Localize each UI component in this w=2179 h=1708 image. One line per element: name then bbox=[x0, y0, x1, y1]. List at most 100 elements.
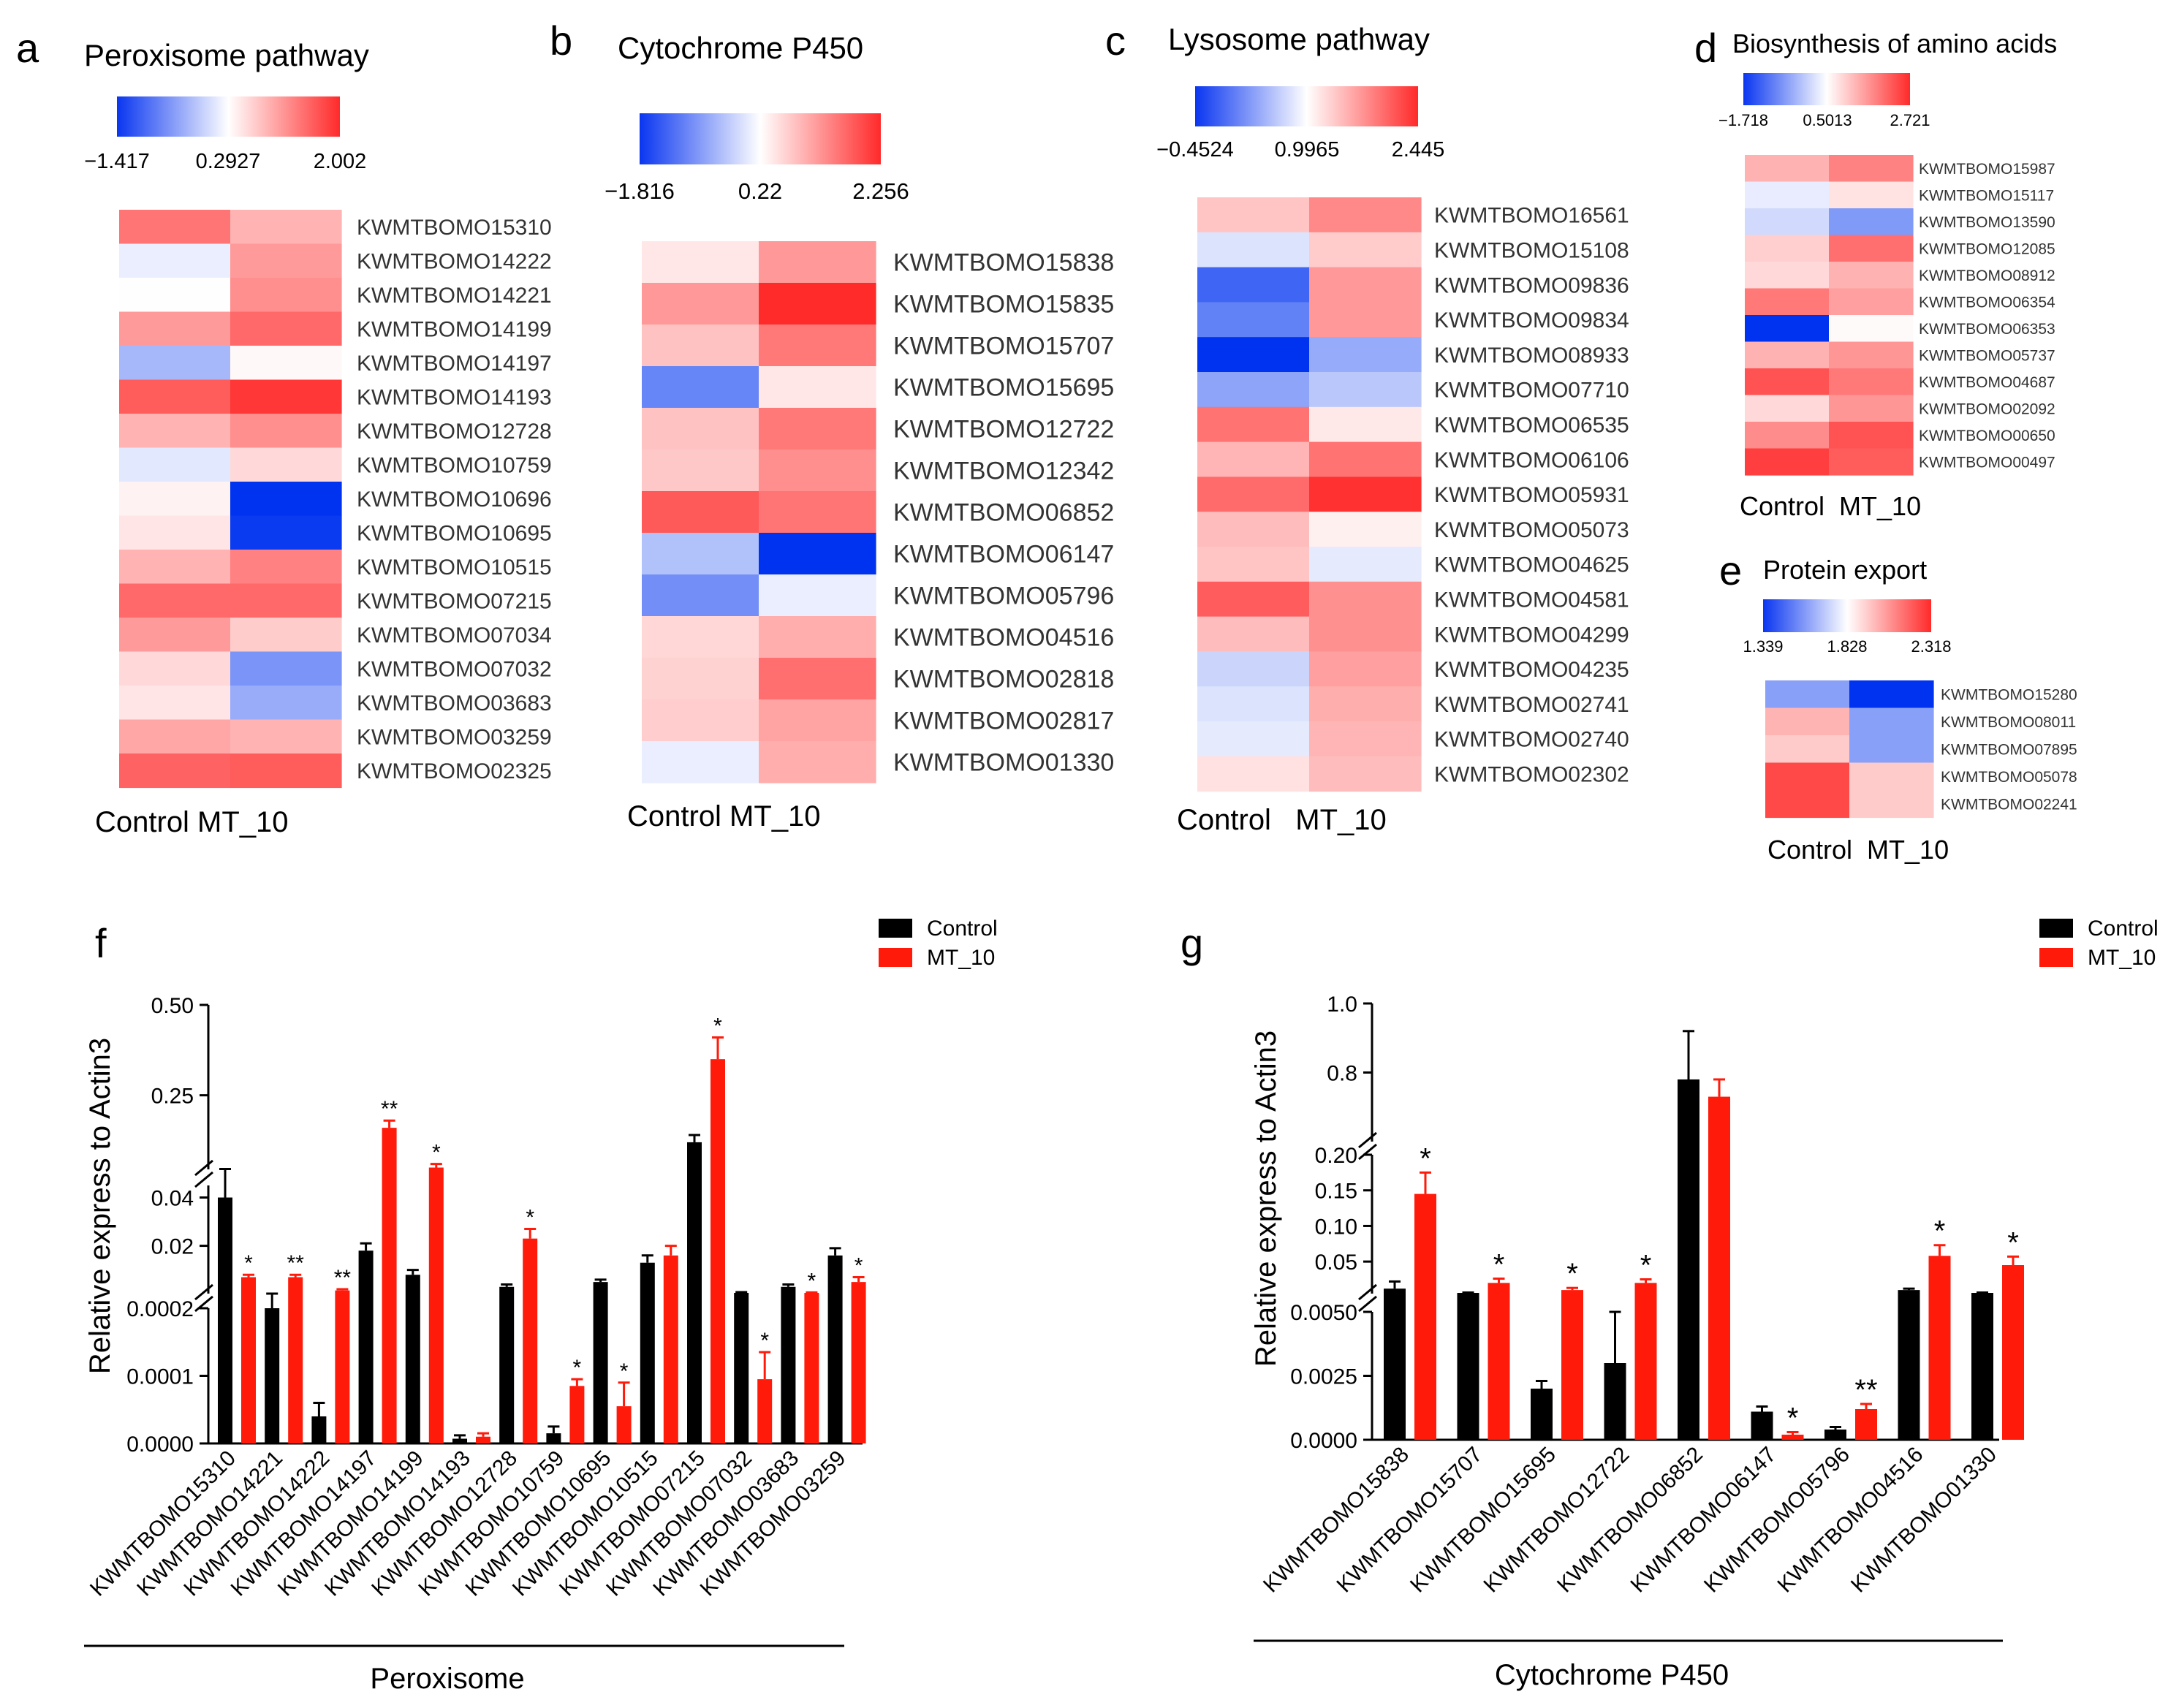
heatmap-b-cell bbox=[642, 699, 759, 742]
heatmap-b-cell bbox=[642, 491, 759, 534]
heatmap-d-row-label: KWMTBOMO00650 bbox=[1919, 428, 2055, 444]
bars-f-bar-mt_10 bbox=[851, 1282, 866, 1443]
bars-g-category-label: KWMTBOMO06852 bbox=[1553, 1443, 1708, 1598]
bars-g-category-label: KWMTBOMO12722 bbox=[1479, 1443, 1634, 1598]
bars-g-bar-control bbox=[1971, 1293, 1993, 1440]
heatmap-a-row-label: KWMTBOMO07215 bbox=[357, 590, 552, 614]
heatmap-d-cell bbox=[1829, 262, 1914, 289]
heatmap-c-row-label: KWMTBOMO04235 bbox=[1434, 658, 1629, 682]
panel-label-a: a bbox=[16, 25, 39, 71]
heatmap-e-scale-max: 2.318 bbox=[1911, 637, 1951, 656]
heatmap-c-cell bbox=[1197, 302, 1310, 338]
heatmap-d-row-label: KWMTBOMO06353 bbox=[1919, 321, 2055, 338]
heatmap-d-cell bbox=[1745, 262, 1830, 289]
legend-g-control-label: Control bbox=[2088, 916, 2159, 941]
heatmap-d-row-label: KWMTBOMO13590 bbox=[1919, 214, 2055, 231]
panel-label-f: f bbox=[95, 920, 107, 966]
legend-f-mt10-swatch bbox=[879, 948, 912, 967]
bars-f-significance: * bbox=[244, 1251, 253, 1275]
bars-g-category-label: KWMTBOMO06147 bbox=[1626, 1443, 1781, 1598]
heatmap-c-cell bbox=[1309, 337, 1422, 373]
heatmap-c-cell bbox=[1197, 406, 1310, 443]
heatmap-c-cell bbox=[1309, 651, 1422, 687]
bars-g-bar-mt_10 bbox=[1855, 1409, 1877, 1440]
bars-g-ytick-label: 0.20 bbox=[1315, 1144, 1357, 1168]
heatmap-b-column-caption: Control MT_10 bbox=[627, 800, 821, 832]
heatmap-e-row-label: KWMTBOMO08011 bbox=[1941, 714, 2076, 731]
bars-f-bar-mt_10 bbox=[241, 1277, 256, 1443]
heatmap-a-cell bbox=[119, 719, 231, 754]
heatmap-a-row-label: KWMTBOMO14222 bbox=[357, 250, 552, 274]
heatmap-a-scale-mid: 0.2927 bbox=[196, 150, 261, 173]
bars-g-significance: ** bbox=[1854, 1374, 1877, 1406]
bar-g-ylabel: Relative express to Actin3 bbox=[1250, 1031, 1282, 1367]
heatmap-a-cell bbox=[119, 618, 231, 653]
bars-f-significance: * bbox=[854, 1254, 863, 1278]
heatmap-d-cell bbox=[1829, 422, 1914, 449]
heatmap-e-scale-min: 1.339 bbox=[1743, 637, 1783, 656]
heatmap-e-cell bbox=[1765, 790, 1850, 819]
heatmap-c-cell bbox=[1197, 512, 1310, 547]
heatmap-c-cell bbox=[1309, 547, 1422, 582]
heatmap-d-cell bbox=[1829, 315, 1914, 343]
bars-g-category-label: KWMTBOMO01330 bbox=[1846, 1443, 2001, 1598]
bars-f-bar-mt_10 bbox=[616, 1406, 632, 1443]
heatmap-a-scale-min: −1.417 bbox=[84, 150, 150, 173]
heatmap-c-cell bbox=[1309, 512, 1422, 547]
bars-g-axis-break bbox=[1358, 1131, 1377, 1161]
panel-label-d: d bbox=[1694, 25, 1717, 71]
heatmap-c-cell bbox=[1197, 337, 1310, 373]
bars-f-significance: ** bbox=[334, 1266, 352, 1290]
heatmap-c-row-label: KWMTBOMO04581 bbox=[1434, 588, 1629, 612]
heatmap-a-cell bbox=[119, 754, 231, 789]
heatmap-b-row-label: KWMTBOMO15707 bbox=[893, 333, 1114, 360]
heatmap-a-cell bbox=[230, 583, 342, 618]
heatmap-a-cell bbox=[230, 651, 342, 686]
heatmap-b-cell bbox=[642, 741, 759, 783]
heatmap-d-cell bbox=[1745, 448, 1830, 476]
heatmap-c-row-label: KWMTBOMO06535 bbox=[1434, 414, 1629, 438]
bars-f-bar-mt_10 bbox=[523, 1238, 538, 1443]
heatmap-b-title: Cytochrome P450 bbox=[618, 31, 863, 65]
heatmap-a-cell bbox=[119, 515, 231, 550]
heatmap-a-colorbar bbox=[117, 96, 340, 137]
heatmap-b-cell bbox=[642, 283, 759, 325]
bars-f-bar-control bbox=[640, 1262, 655, 1443]
heatmap-d-row-label: KWMTBOMO08912 bbox=[1919, 267, 2055, 284]
bars-f-ytick-label: 0.0000 bbox=[126, 1432, 194, 1457]
heatmap-e-scale-mid: 1.828 bbox=[1827, 637, 1867, 656]
heatmap-d-column-caption: Control MT_10 bbox=[1740, 491, 1921, 521]
heatmap-c-row-label: KWMTBOMO06106 bbox=[1434, 448, 1629, 472]
bars-f-bar-control bbox=[358, 1250, 374, 1443]
heatmap-a-row-label: KWMTBOMO10695 bbox=[357, 522, 552, 546]
heatmap-c-cell bbox=[1197, 441, 1310, 477]
heatmap-d-row-label: KWMTBOMO06354 bbox=[1919, 294, 2055, 311]
heatmap-a-cell bbox=[230, 379, 342, 414]
bars-g-significance: * bbox=[1640, 1250, 1652, 1282]
bars-f-bar-control bbox=[546, 1433, 561, 1443]
bars-f-bar-mt_10 bbox=[288, 1277, 303, 1443]
heatmap-e-column-caption: Control MT_10 bbox=[1767, 835, 1949, 865]
panel-c: c Lysosome pathway −0.4524 0.9965 2.445 … bbox=[1105, 18, 1629, 836]
heatmap-d-colorbar bbox=[1743, 73, 1910, 105]
bars-f-bar-control bbox=[734, 1293, 749, 1443]
bars-f-ytick-label: 0.0002 bbox=[126, 1297, 194, 1321]
heatmap-d-cell bbox=[1829, 395, 1914, 422]
bars-g-significance: * bbox=[1787, 1403, 1799, 1435]
heatmap-a-cell bbox=[119, 447, 231, 482]
heatmap-b-cell bbox=[759, 449, 876, 492]
heatmap-b-scale-max: 2.256 bbox=[852, 178, 909, 204]
bars-g-ytick-label: 0.8 bbox=[1327, 1062, 1357, 1086]
heatmap-b-row-label: KWMTBOMO04516 bbox=[893, 624, 1114, 652]
heatmap-c-cell bbox=[1309, 302, 1422, 338]
bars-g-significance: * bbox=[1493, 1249, 1505, 1281]
heatmap-e-row-label: KWMTBOMO07895 bbox=[1941, 741, 2077, 758]
heatmap-a-row-label: KWMTBOMO10696 bbox=[357, 487, 552, 512]
heatmap-b-scale-mid: 0.22 bbox=[738, 178, 782, 204]
heatmap-a-column-caption: Control MT_10 bbox=[95, 806, 289, 838]
bars-g-ytick-label: 0.0025 bbox=[1290, 1365, 1357, 1389]
bars-f-bar-control bbox=[405, 1275, 420, 1443]
heatmap-d-cell bbox=[1745, 422, 1830, 449]
heatmap-c-cell bbox=[1197, 267, 1310, 303]
heatmap-d-row-label: KWMTBOMO05737 bbox=[1919, 347, 2055, 364]
